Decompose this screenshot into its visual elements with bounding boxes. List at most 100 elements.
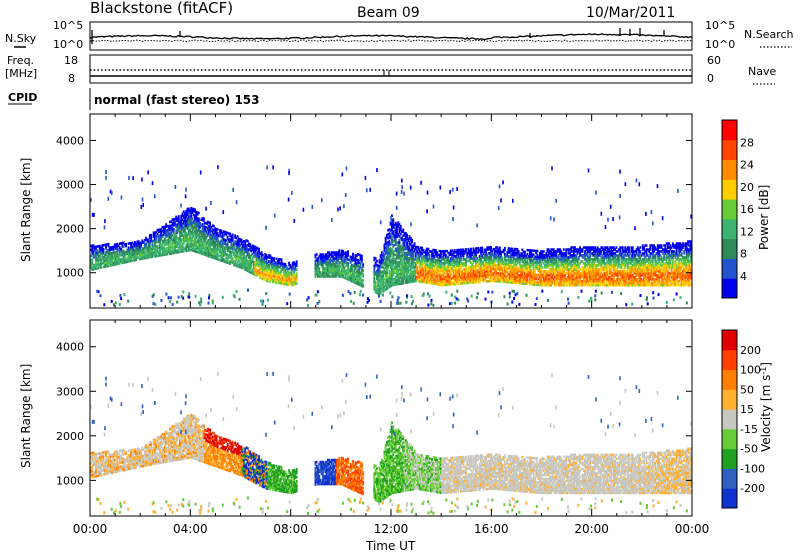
power-cell <box>424 259 427 262</box>
power-cell <box>319 253 322 256</box>
power-cell <box>422 280 425 284</box>
power-cell <box>348 270 351 274</box>
power-cell <box>314 261 317 265</box>
power-cell <box>517 254 520 257</box>
power-cell <box>175 231 178 234</box>
power-cell <box>487 268 490 271</box>
power-cell <box>486 274 489 277</box>
power-cell <box>233 243 235 247</box>
power-cell <box>567 274 570 277</box>
power-cell <box>403 240 406 243</box>
power-cell <box>378 280 381 284</box>
power-cell <box>334 269 337 272</box>
power-cell <box>333 271 336 274</box>
power-cell <box>182 226 185 229</box>
power-cell <box>245 261 248 264</box>
power-cell <box>477 247 480 250</box>
power-cell <box>118 254 121 257</box>
power-cell <box>482 260 485 263</box>
power-cell <box>353 263 356 266</box>
power-cell <box>265 255 268 259</box>
power-cell <box>261 265 264 269</box>
power-cell <box>132 247 135 250</box>
power-cell <box>384 282 387 285</box>
power-cell <box>541 256 544 259</box>
power-cell <box>545 280 548 283</box>
power-cell <box>256 259 259 262</box>
power-cell <box>181 212 184 215</box>
power-cell <box>508 255 511 258</box>
power-cell <box>115 259 117 262</box>
power-cell <box>521 266 524 269</box>
power-cell <box>222 230 225 233</box>
power-cell <box>480 268 482 272</box>
power-cell <box>567 264 570 267</box>
power-cell <box>136 246 139 249</box>
power-cell <box>434 282 437 286</box>
power-cell <box>160 230 163 233</box>
power-cell <box>564 268 566 271</box>
power-cell <box>226 255 229 258</box>
power-cell <box>512 253 515 257</box>
power-cell <box>339 257 342 260</box>
power-cell <box>100 252 102 255</box>
power-cell <box>278 275 280 279</box>
power-cell <box>488 254 491 257</box>
power-cell <box>195 244 198 247</box>
power-cell <box>383 281 386 284</box>
power-cell <box>373 272 376 276</box>
power-cell <box>579 284 581 287</box>
power-cell <box>335 263 338 266</box>
power-cell <box>530 261 533 264</box>
power-cell <box>564 282 566 285</box>
power-cell <box>266 261 269 265</box>
power-cell <box>565 264 568 267</box>
power-cell <box>329 267 332 270</box>
power-cell <box>196 225 199 228</box>
power-cell <box>255 274 258 277</box>
power-cell <box>467 255 470 259</box>
power-cell <box>416 269 418 273</box>
power-cell <box>382 266 385 269</box>
power-cell <box>373 276 376 279</box>
power-cell <box>186 243 189 246</box>
power-cell <box>374 271 377 274</box>
power-cell <box>512 255 515 259</box>
power-cell <box>561 256 564 259</box>
power-cell <box>381 259 383 262</box>
power-cell <box>382 282 385 285</box>
power-cell <box>392 224 395 227</box>
power-cell <box>108 256 111 259</box>
power-cell <box>433 254 436 258</box>
power-cell <box>229 238 232 242</box>
power-cell <box>239 240 242 243</box>
power-cell <box>187 227 190 230</box>
power-cell <box>516 256 519 259</box>
power-cell <box>404 277 407 281</box>
power-cell <box>522 274 525 277</box>
power-cell <box>387 246 390 250</box>
power-cell <box>231 239 234 242</box>
power-cell <box>230 239 233 242</box>
power-cell <box>397 225 400 228</box>
power-cell <box>572 268 575 271</box>
power-cell <box>491 251 494 255</box>
power-cell <box>147 240 150 243</box>
power-cell <box>418 254 421 257</box>
power-cell <box>201 218 204 222</box>
power-cell <box>160 232 163 235</box>
power-cell <box>327 271 329 274</box>
power-cell <box>482 280 485 283</box>
power-cell <box>219 258 222 262</box>
power-cell <box>165 253 168 256</box>
power-cell <box>135 248 138 252</box>
power-cell <box>211 242 214 245</box>
power-cell <box>238 243 240 247</box>
power-cell <box>485 276 487 279</box>
power-cell <box>151 239 154 243</box>
power-cell <box>480 250 482 254</box>
power-cell <box>576 282 579 285</box>
power-cell <box>147 256 150 259</box>
power-cell <box>235 264 238 268</box>
power-cell <box>414 246 417 249</box>
